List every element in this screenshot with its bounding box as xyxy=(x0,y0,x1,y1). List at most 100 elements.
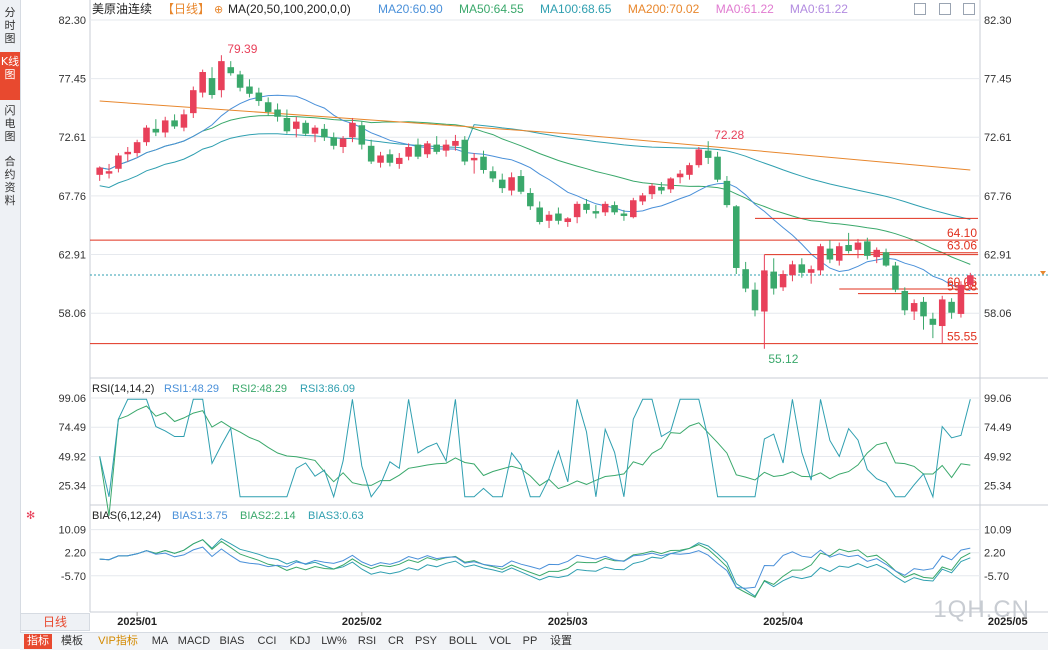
toolbar-button-0[interactable]: 指标 xyxy=(24,634,52,649)
rsi-title: RSI(14,14,2) xyxy=(92,383,154,395)
candle-body xyxy=(536,207,543,223)
candle-body xyxy=(283,117,291,132)
rsi-line xyxy=(99,405,971,516)
candle-body xyxy=(723,180,731,206)
candle-body xyxy=(620,213,628,216)
candle-body xyxy=(910,303,918,312)
candle-body xyxy=(555,213,562,221)
candle-body xyxy=(892,265,899,290)
y-tick-label-right: 67.76 xyxy=(984,191,1012,203)
y-tick-label: 77.45 xyxy=(58,74,86,86)
ma-legend-item: MA200:70.02 xyxy=(628,2,700,16)
candle-body xyxy=(321,128,328,138)
x-tick-label: 2025/02 xyxy=(342,616,382,628)
watermark: 1QH.CN xyxy=(933,596,1030,623)
indicator-toolbar: 指标 模板 VIP指标 MA MACD BIAS CCI KDJ LW% RSI CR PSY BOLL… xyxy=(20,632,1048,650)
candle-body xyxy=(330,137,337,146)
candle-body xyxy=(349,122,356,138)
rsi-tick-label: 25.34 xyxy=(58,481,86,493)
ma50-line xyxy=(99,115,971,265)
y-tick-label: 62.91 xyxy=(58,250,86,262)
ma200-line xyxy=(99,100,971,171)
bias2-line xyxy=(99,539,971,598)
toolbar-button-10[interactable]: CR xyxy=(388,635,404,647)
bias-legend-item: BIAS3:0.63 xyxy=(308,510,364,522)
toolbar-button-9[interactable]: RSI xyxy=(357,635,377,647)
rsi-tick-label-right: 74.49 xyxy=(984,422,1012,434)
candle-body xyxy=(96,167,103,175)
candle-body xyxy=(545,214,553,221)
candle-body xyxy=(161,120,169,133)
toolbar-button-7[interactable]: KDJ xyxy=(289,635,311,647)
candle-body xyxy=(601,203,609,213)
toolbar-button-8[interactable]: LW% xyxy=(321,635,347,647)
candle-body xyxy=(789,264,796,276)
rsi-tick-label: 99.06 xyxy=(58,393,86,405)
candle-body xyxy=(190,90,197,114)
x-tick-label: 2025/01 xyxy=(117,616,157,628)
bias-tick-label-right: 2.20 xyxy=(984,548,1005,560)
candle-body xyxy=(470,157,478,161)
candle-body xyxy=(414,144,422,157)
candle-body xyxy=(498,179,506,189)
candle-body xyxy=(967,275,974,285)
close-icon[interactable] xyxy=(963,3,975,15)
toolbar-button-1[interactable]: 模板 xyxy=(61,635,83,647)
toolbar-button-11[interactable]: PSY xyxy=(414,635,437,647)
candle-body xyxy=(648,185,656,195)
bias-legend-item: BIAS1:3.75 xyxy=(172,510,228,522)
instrument-name: 美原油连续 xyxy=(92,1,152,16)
candle-body xyxy=(386,154,394,163)
candle-body xyxy=(920,301,927,317)
ma-legend-item: MA50:64.55 xyxy=(459,2,524,16)
candle-body xyxy=(302,122,309,134)
toolbar-button-5[interactable]: BIAS xyxy=(219,635,245,647)
bias-title: BIAS(6,12,24) xyxy=(92,510,161,522)
candle-body xyxy=(583,203,590,210)
toolbar-button-13[interactable]: VOL xyxy=(488,635,511,647)
toolbar-button-15[interactable]: 设置 xyxy=(550,635,572,647)
fullscreen-icon[interactable] xyxy=(914,3,926,15)
y-tick-label: 82.30 xyxy=(58,15,86,27)
kline-chart[interactable]: 82.30 82.30 77.45 77.45 72.61 72.61 67.76 67.76… xyxy=(0,0,1048,632)
candle-body xyxy=(199,72,206,93)
candle-body xyxy=(817,246,824,271)
candle-body xyxy=(264,102,272,112)
period-tag: 【日线】 xyxy=(162,2,210,16)
toolbar-button-4[interactable]: MACD xyxy=(177,635,211,647)
candle-body xyxy=(433,144,440,152)
ma100-line xyxy=(99,124,971,220)
candle-body xyxy=(489,171,497,179)
candle-body xyxy=(152,128,160,133)
side-tab-flash[interactable]: 闪电图 xyxy=(4,104,16,143)
candle-body xyxy=(864,241,871,256)
low-label: 55.12 xyxy=(768,352,798,366)
candle-body xyxy=(882,252,890,266)
candle-body xyxy=(208,78,216,95)
candle-body xyxy=(658,186,665,191)
toolbar-button-14[interactable]: PP xyxy=(522,635,538,647)
candle-body xyxy=(293,121,300,129)
candle-body xyxy=(358,125,366,145)
side-tab-bar: 分时图 K线图 闪电图 合约资料 xyxy=(0,0,21,649)
toolbar-button-3[interactable]: MA xyxy=(151,635,169,647)
period-tab-daily[interactable]: 日线 xyxy=(20,613,90,631)
candle-body xyxy=(704,150,712,158)
toolbar-button-12[interactable]: BOLL xyxy=(448,635,478,647)
candle-body xyxy=(807,269,815,273)
bias-tick-label: 2.20 xyxy=(65,548,86,560)
rsi-legend-item: RSI1:48.29 xyxy=(164,383,219,395)
x-tick-label: 2025/04 xyxy=(763,616,804,628)
candle-body xyxy=(695,149,703,166)
rsi-tick-label-right: 49.92 xyxy=(984,451,1012,463)
toolbar-button-2[interactable]: VIP指标 xyxy=(98,635,138,647)
side-tab-kline[interactable]: K线图 xyxy=(0,52,20,100)
restore-icon[interactable] xyxy=(939,3,951,15)
bias-tick-label-right: -5.70 xyxy=(984,571,1009,583)
level-label: 64.10 xyxy=(947,226,977,240)
toolbar-button-6[interactable]: CCI xyxy=(257,635,277,647)
side-tab-timeshare[interactable]: 分时图 xyxy=(4,6,16,45)
side-tab-contract-info[interactable]: 合约资料 xyxy=(4,155,16,207)
rsi-legend-item: RSI2:48.29 xyxy=(232,383,287,395)
candle-body xyxy=(639,195,646,202)
